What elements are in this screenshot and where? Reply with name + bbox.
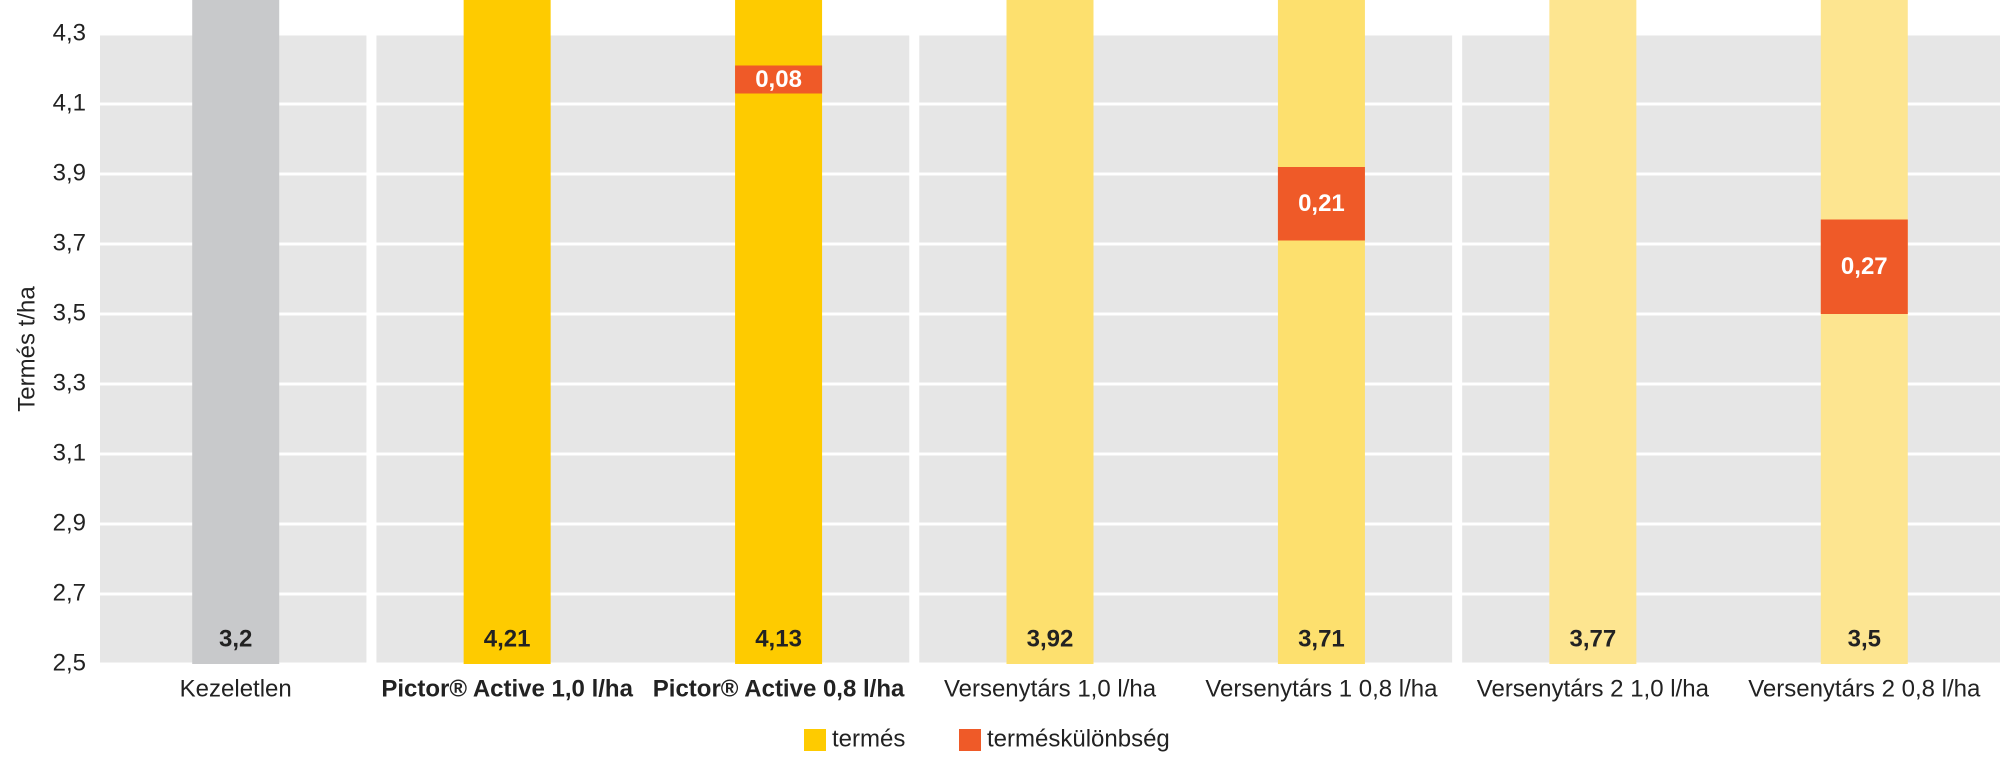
x-tick-label: Versenytárs 1,0 l/ha <box>944 675 1157 702</box>
y-tick-label: 3,5 <box>53 299 86 326</box>
bar-segment <box>735 65 823 94</box>
bar-segment <box>1006 0 1094 664</box>
value-label: 4,13 <box>755 625 802 652</box>
y-tick-label: 3,3 <box>53 369 86 396</box>
y-tick-label: 3,9 <box>53 159 86 186</box>
x-tick-label: Versenytárs 2 0,8 l/ha <box>1748 675 1981 702</box>
bar-segment <box>1820 219 1908 314</box>
bar-segment <box>1549 0 1637 664</box>
x-tick-label: Versenytárs 1 0,8 l/ha <box>1205 675 1438 702</box>
value-label: 3,71 <box>1298 625 1345 652</box>
y-tick-label: 2,7 <box>53 579 86 606</box>
value-label: 3,5 <box>1848 625 1881 652</box>
bar-segment <box>192 0 280 664</box>
bar-segment <box>463 0 551 664</box>
y-tick-label: 2,9 <box>53 509 86 536</box>
y-tick-label: 2,5 <box>53 649 86 676</box>
value-label: 0,08 <box>755 66 802 93</box>
value-label: 3,92 <box>1027 625 1074 652</box>
x-tick-label: Kezeletlen <box>180 675 292 702</box>
x-tick-label: Pictor® Active 1,0 l/ha <box>381 675 633 702</box>
legend-label: terméskülönbség <box>987 725 1170 752</box>
legend-swatch <box>804 729 826 751</box>
legend-label: termés <box>832 725 905 752</box>
value-label: 3,77 <box>1569 625 1616 652</box>
legend-swatch <box>959 729 981 751</box>
y-tick-label: 3,7 <box>53 229 86 256</box>
bar-segment <box>1277 167 1365 241</box>
value-label: 4,21 <box>484 625 531 652</box>
value-label: 0,21 <box>1298 190 1345 217</box>
y-tick-label: 3,1 <box>53 439 86 466</box>
y-tick-label: 4,3 <box>53 19 86 46</box>
bar-segment <box>735 0 823 664</box>
value-label: 0,27 <box>1841 253 1888 280</box>
x-tick-label: Pictor® Active 0,8 l/ha <box>653 675 905 702</box>
y-tick-label: 4,1 <box>53 89 86 116</box>
y-axis-label: Termés t/ha <box>13 286 40 412</box>
value-label: 3,2 <box>219 625 252 652</box>
bar-segment <box>1820 0 1908 664</box>
x-tick-label: Versenytárs 2 1,0 l/ha <box>1477 675 1710 702</box>
bar-segment <box>1277 0 1365 664</box>
